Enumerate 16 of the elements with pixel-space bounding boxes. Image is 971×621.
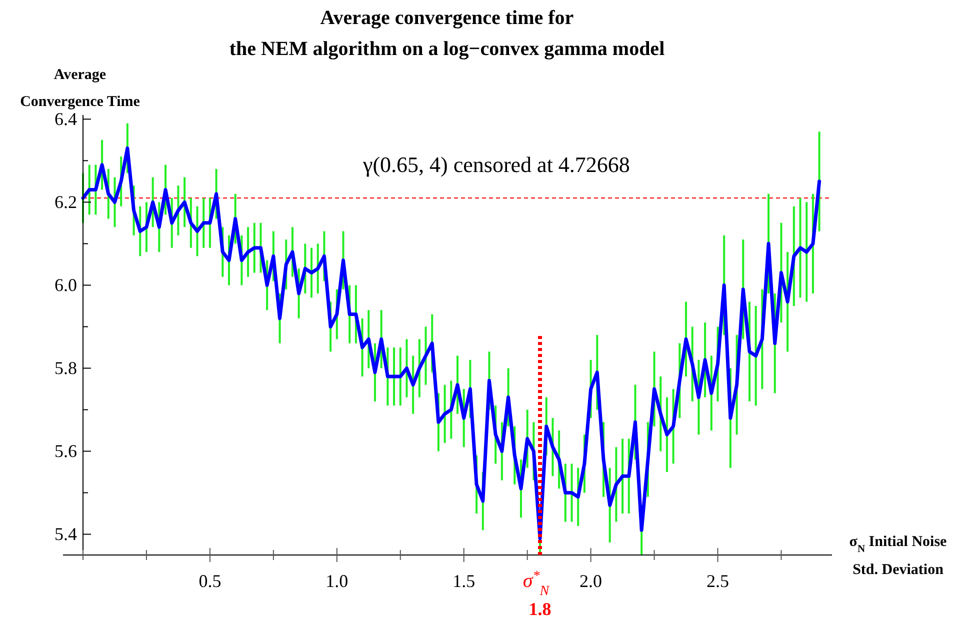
x-tick-label: 2.5 (706, 571, 729, 591)
y-tick-label: 5.4 (54, 524, 77, 544)
y-tick-label: 5.8 (54, 358, 77, 378)
x-tick-label: 2.0 (580, 571, 602, 591)
annotation: γ(0.65, 4) censored at 4.72668 (362, 152, 630, 177)
x-tick-label: 1.5 (452, 571, 476, 591)
line-series (81, 146, 822, 540)
y-axis-title: Average Convergence Time (20, 67, 140, 110)
y-tick-label: 5.6 (54, 441, 77, 462)
x-tick-label: 1.0 (326, 571, 348, 591)
x-tick-label: 0.5 (198, 571, 222, 591)
y-tick-label: 6.4 (54, 109, 77, 130)
y-tick-label: 6.2 (54, 192, 77, 212)
chart-title: Average convergence time for the NEM algorithm on a log−convex gamma model (229, 7, 666, 60)
y-tick-label: 6.0 (54, 275, 77, 296)
x-axis-title: σ$_{N}$ Initial Noise Std. Deviation (849, 534, 948, 578)
